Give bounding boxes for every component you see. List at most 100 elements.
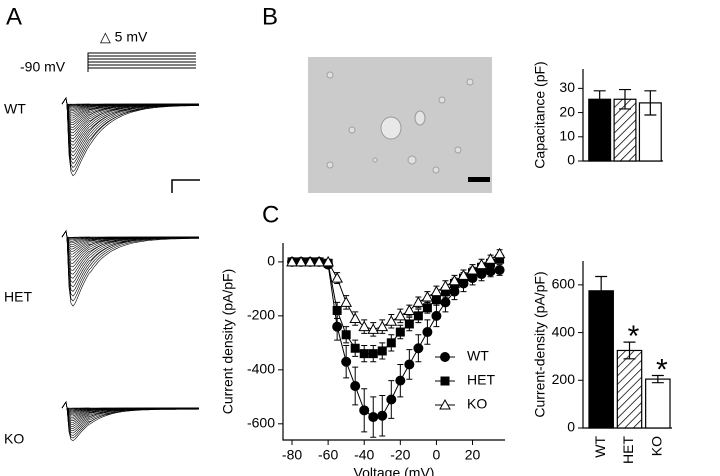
bar — [588, 98, 612, 162]
annotation: * — [628, 320, 640, 353]
y-axis-label: Current density (pA/pF) — [220, 269, 236, 415]
x-tick-label: -40 — [354, 447, 374, 463]
marker — [304, 255, 316, 267]
marker — [404, 319, 414, 329]
error-bar — [595, 275, 608, 306]
marker — [332, 321, 343, 332]
error-bar — [619, 88, 631, 110]
marker — [313, 255, 325, 267]
marker — [395, 327, 405, 337]
trace — [61, 230, 200, 297]
marker — [422, 303, 432, 313]
marker — [484, 253, 497, 264]
x-tick-label: 20 — [465, 447, 481, 463]
bar — [645, 378, 671, 429]
y-tick-label: 600 — [552, 276, 576, 292]
marker — [341, 330, 351, 340]
trace — [61, 401, 199, 441]
bar — [588, 290, 614, 429]
error-bar — [644, 90, 657, 116]
marker — [439, 280, 452, 291]
x-tick-label: 0 — [433, 447, 441, 463]
trace — [61, 97, 199, 168]
y-tick-label: 200 — [552, 371, 576, 387]
marker — [404, 359, 415, 370]
trace — [61, 230, 200, 307]
series-line — [292, 261, 500, 418]
marker — [368, 412, 379, 423]
micrograph — [308, 57, 492, 193]
legend-marker — [439, 398, 451, 410]
scale-bar — [171, 179, 200, 193]
y-axis-label: Capacitance (pF) — [532, 61, 548, 168]
protocol — [87, 52, 196, 72]
marker — [466, 263, 479, 275]
panel-label: A — [6, 3, 22, 30]
marker — [421, 290, 434, 302]
marker — [349, 312, 362, 324]
x-axis-label: Voltage (mV) — [354, 465, 435, 476]
legend-label: HET — [467, 372, 495, 388]
trace — [61, 230, 199, 268]
marker — [350, 381, 361, 392]
marker — [376, 320, 389, 332]
trace — [61, 230, 199, 302]
error-bar — [623, 341, 636, 360]
marker — [359, 405, 370, 416]
marker — [394, 309, 407, 321]
holding-label: -90 mV — [20, 59, 66, 75]
x-tick-label: -20 — [390, 447, 410, 463]
panel-label: B — [262, 3, 278, 30]
traces — [61, 97, 200, 441]
y-tick-label: 400 — [552, 323, 576, 339]
trace — [61, 97, 199, 105]
x-tick-label: KO — [649, 436, 665, 456]
marker — [395, 375, 406, 386]
y-tick-label: 30 — [559, 79, 575, 95]
x-tick-label: -60 — [318, 447, 338, 463]
legend-label: KO — [467, 396, 487, 412]
marker — [331, 272, 343, 283]
x-tick-label: HET — [620, 436, 636, 464]
trace — [61, 97, 199, 143]
trace — [61, 97, 199, 106]
trace — [61, 97, 199, 157]
marker — [386, 338, 396, 348]
legend-marker — [440, 352, 450, 362]
annotation: * — [656, 353, 668, 386]
marker — [367, 323, 380, 334]
marker — [332, 305, 342, 315]
marker — [412, 296, 425, 307]
marker — [493, 247, 506, 259]
y-tick-label: 0 — [567, 419, 575, 435]
trace — [61, 401, 199, 409]
y-tick-label: -200 — [247, 307, 275, 323]
y-tick-label: 10 — [559, 127, 575, 143]
legend-label: WT — [467, 348, 489, 364]
y-tick-label: 0 — [567, 152, 575, 168]
marker — [377, 410, 388, 421]
marker — [413, 311, 423, 321]
trace — [61, 230, 199, 238]
marker — [358, 320, 371, 332]
marker — [494, 264, 505, 275]
marker — [485, 266, 496, 277]
marker — [430, 285, 443, 297]
trace — [61, 230, 199, 292]
marker — [350, 343, 360, 353]
trace — [61, 230, 199, 264]
bar — [616, 349, 643, 429]
error-bar — [593, 90, 606, 109]
marker — [377, 346, 387, 356]
marker — [286, 255, 298, 267]
marker — [386, 394, 397, 405]
marker — [368, 349, 378, 359]
marker — [341, 356, 352, 367]
marker — [295, 255, 307, 267]
marker — [359, 349, 369, 359]
y-axis-label: Current-density (pA/pF) — [532, 271, 548, 417]
marker — [440, 297, 451, 308]
x-tick-label: -80 — [282, 447, 302, 463]
axis — [282, 243, 505, 441]
